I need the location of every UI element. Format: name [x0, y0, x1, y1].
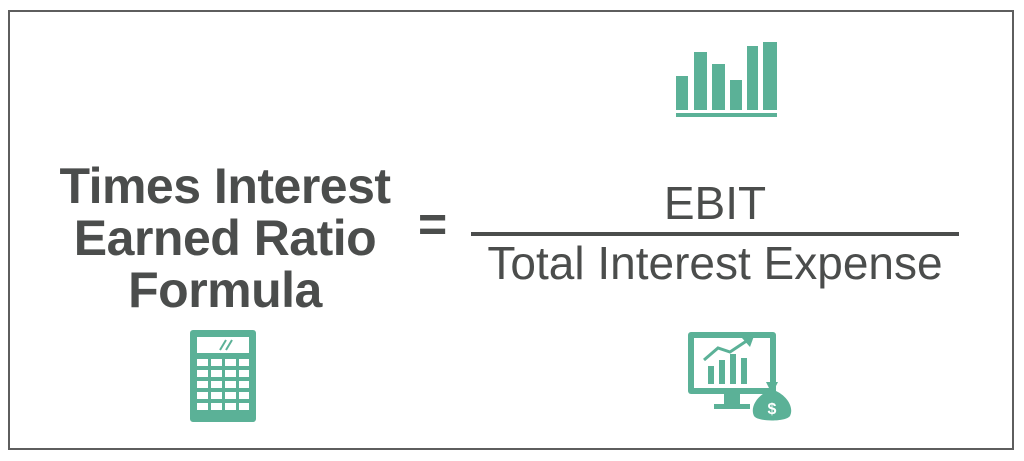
lhs-line-2: Earned Ratio	[40, 212, 410, 264]
denominator: Total Interest Expense	[470, 238, 960, 288]
fraction-bar	[471, 232, 959, 236]
money-bag-dollar: $	[768, 401, 777, 418]
lhs-line-1: Times Interest	[40, 160, 410, 212]
numerator: EBIT	[470, 178, 960, 228]
calculator-icon	[190, 330, 256, 422]
bar-chart-icon	[672, 40, 782, 120]
formula-lhs: Times Interest Earned Ratio Formula	[40, 160, 410, 316]
equals-sign: =	[418, 198, 447, 250]
lhs-line-3: Formula	[40, 264, 410, 316]
monitor-growth-icon: $	[686, 330, 798, 422]
